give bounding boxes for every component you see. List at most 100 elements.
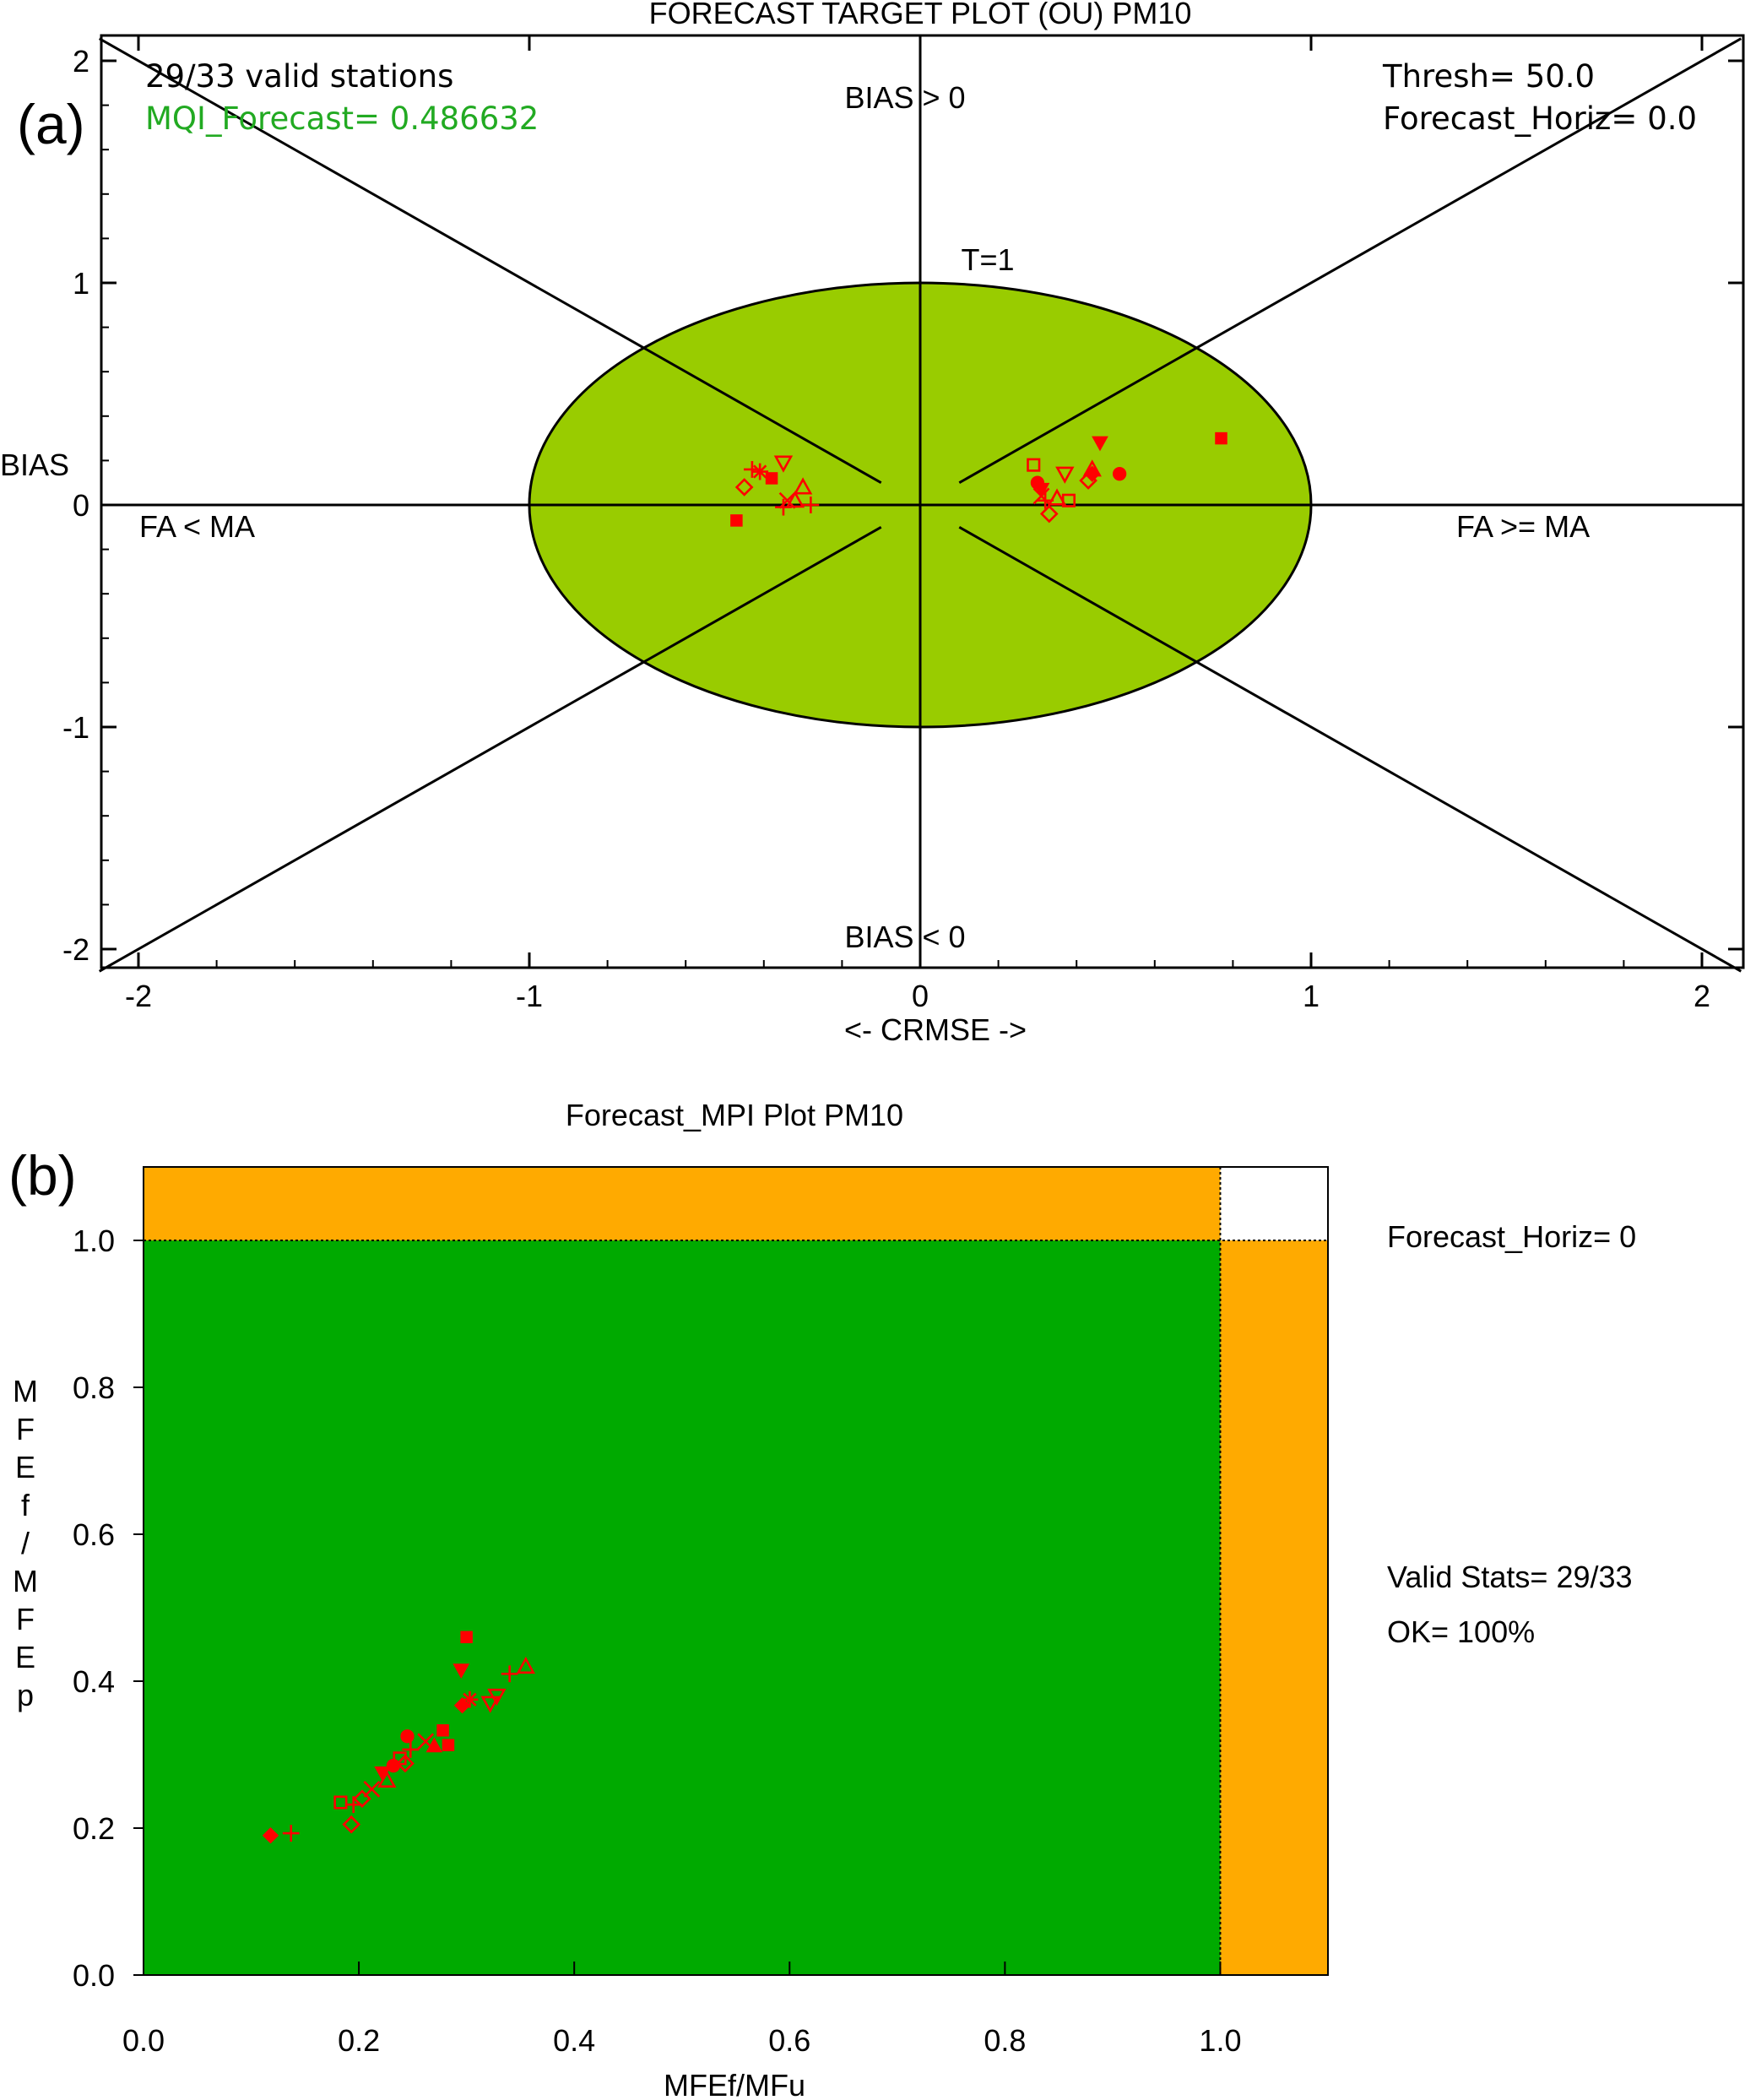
mpi-ylabel-char: p [17,1678,34,1712]
target-point [1047,488,1067,506]
mpi-plot-points [262,1631,535,1844]
mpi-point [333,1795,348,1810]
mpi-point [453,1663,470,1679]
mpi-plot-ticks: 0.0 0.2 0.4 0.6 0.8 1.0 0.0 0.2 0.4 0.6 0.8 1.0 [73,1224,1242,2058]
target-point [730,514,743,527]
mpi-point [377,1770,397,1788]
target-point [1215,431,1227,445]
mpi-plot-title: Forecast_MPI Plot PM10 [566,1098,903,1132]
mpi-point [282,1825,300,1842]
mpi-point [396,1754,415,1773]
target-point [1112,467,1127,481]
target-xtick-label: -2 [125,979,152,1013]
target-x-axis-label: <- CRMSE -> [844,1012,1027,1047]
mpi-point [425,1737,443,1753]
target-ytick-label: -2 [62,932,89,967]
mpi-point [402,1741,420,1758]
mpi-region-orange-top [144,1167,1221,1240]
mpi-plot-frame [143,1166,1329,1976]
target-plot-points [730,431,1227,527]
mpi-ylabel-char: f [21,1488,30,1522]
mpi-point [460,1631,473,1644]
target-xtick-label: 2 [1694,979,1710,1013]
mpi-ytick-label: 0.0 [73,1958,115,1993]
mpi-xtick-label: 0.8 [984,2023,1026,2058]
mpi-point [453,1697,471,1714]
target-plot-title: FORECAST TARGET PLOT (OU) PM10 [649,0,1192,30]
valid-stats-label: Valid Stats= 29/33 [1387,1560,1633,1594]
mpi-point [386,1758,401,1773]
mpi-point [442,1739,455,1751]
target-point [1061,493,1076,507]
mpi-region-orange-right [1220,1240,1328,1975]
mpi-ylabel-char: F [16,1602,35,1636]
bias-positive-label: BIAS > 0 [844,80,965,115]
mpi-ytick-label: 0.2 [73,1811,115,1846]
mpi-plot-panel: (b) Forecast_MPI Plot PM10 0.0 0.2 0.4 0.6 0… [8,1098,1636,2100]
mpi-xtick-label: 0.4 [553,2023,595,2058]
mpi-ylabel-char: M [13,1374,38,1408]
target-point [1032,482,1050,498]
valid-stations-label: 29/33 valid stations [145,58,453,95]
target-point [785,491,805,508]
target-diagonal-lr [958,525,1742,973]
target-point [793,477,813,495]
mpi-ytick-label: 0.6 [73,1517,115,1552]
mpi-point [501,1665,518,1683]
target-point [765,472,778,485]
bias-negative-label: BIAS < 0 [844,920,965,954]
mpi-ylabel-char: M [13,1564,38,1598]
mqi-forecast-label: MQI_Forecast= 0.486632 [145,100,539,137]
target-y-axis-label: BIAS [0,448,69,482]
target-ytick-label: -1 [62,710,89,745]
ok-percent-label: OK= 100% [1387,1614,1535,1649]
mpi-ytick-label: 0.4 [73,1664,115,1699]
target-diagonal-ul [98,37,882,485]
mpi-forecast-horiz-label: Forecast_Horiz= 0 [1387,1219,1636,1254]
mpi-plot-regions [144,1167,1328,1975]
panel-label-b: (b) [8,1144,77,1207]
mpi-xtick-label: 0.0 [122,2023,165,2058]
mpi-xtick-label: 0.2 [338,2023,380,2058]
target-diagonal-ll [98,525,882,973]
target-xtick-label: 1 [1303,979,1320,1013]
fa-greater-ma-label: FA >= MA [1456,509,1590,544]
mpi-point [342,1815,361,1834]
target-plot-frame [100,34,1745,969]
mpi-point [516,1656,535,1674]
mpi-point [353,1789,371,1809]
t1-label: T=1 [961,242,1014,277]
threshold-label: Thresh= 50.0 [1382,58,1595,95]
target-xtick-label: 0 [912,979,929,1013]
target-plot-panel: (a) FORECAST TARGET PLOT (OU) PM10 -2 -1 0… [0,0,1745,1047]
mpi-point [344,1796,362,1814]
fa-less-ma-label: FA < MA [139,509,255,544]
mpi-ytick-label: 1.0 [73,1224,115,1258]
target-point [1027,458,1041,472]
mpi-ytick-label: 0.8 [73,1370,115,1405]
target-point [1055,466,1075,484]
mpi-x-axis-label: MFEf/MFu [664,2068,805,2100]
target-ytick-label: 1 [73,266,89,301]
mpi-ylabel-char: E [15,1640,35,1674]
panel-label-a: (a) [17,93,85,155]
mpi-region-green [144,1240,1221,1975]
mpi-point [480,1696,500,1713]
target-xtick-label: -1 [516,979,543,1013]
target-plot-guide-lines [98,35,1743,973]
mpi-xtick-label: 0.6 [768,2023,810,2058]
mpi-ylabel-char: / [21,1526,30,1560]
target-point [773,455,794,473]
mpi-ylabel-char: E [15,1450,35,1484]
target-ytick-label: 0 [73,488,89,523]
target-plot-ticks: -2 -1 0 1 2 -2 -1 0 1 2 [62,35,1743,1013]
target-point [751,463,769,480]
target-point [1092,436,1108,452]
mpi-ylabel-char: F [16,1412,35,1446]
mpi-point [400,1729,415,1744]
forecast-horiz-label: Forecast_Horiz= 0.0 [1383,100,1697,137]
target-point [734,478,754,497]
target-ytick-label: 2 [73,44,89,79]
